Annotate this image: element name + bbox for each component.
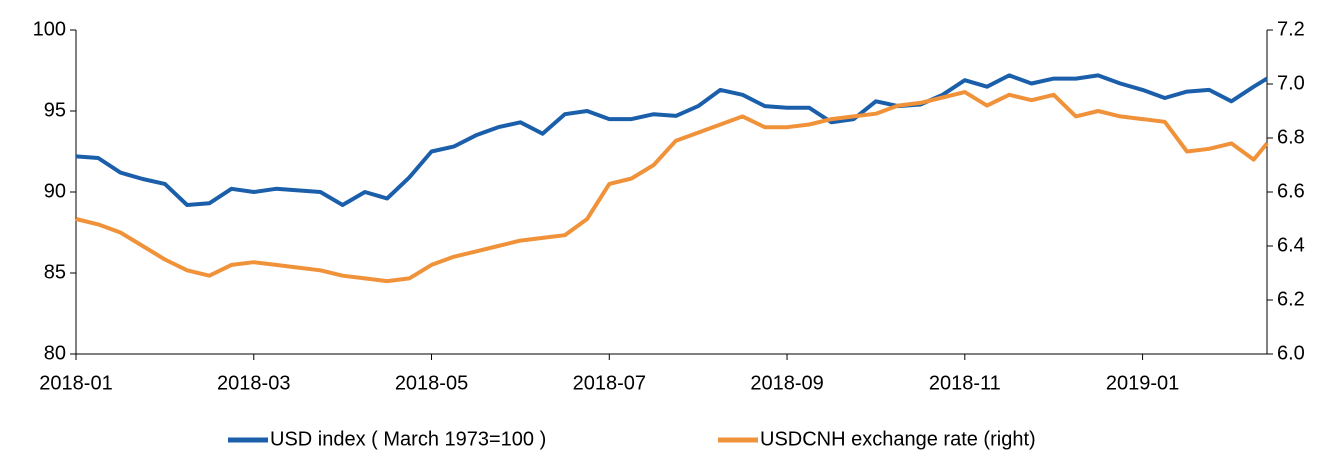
y-tick-label: 100 — [33, 18, 66, 40]
y2-tick-label: 7.2 — [1277, 18, 1305, 40]
legend-label: USDCNH exchange rate (right) — [760, 428, 1036, 450]
y2-tick-label: 6.0 — [1277, 342, 1305, 364]
y-tick-label: 95 — [44, 99, 66, 121]
x-tick-label: 2019-01 — [1106, 372, 1179, 394]
y2-tick-label: 6.4 — [1277, 234, 1305, 256]
x-tick-label: 2018-09 — [750, 372, 823, 394]
y-tick-label: 85 — [44, 261, 66, 283]
y-tick-label: 80 — [44, 342, 66, 364]
y2-tick-label: 6.8 — [1277, 126, 1305, 148]
x-tick-label: 2018-03 — [217, 372, 290, 394]
series-line — [75, 73, 1269, 207]
y2-tick-label: 6.6 — [1277, 180, 1305, 202]
x-tick-label: 2018-07 — [573, 372, 646, 394]
y-tick-label: 90 — [44, 180, 66, 202]
x-tick-label: 2018-01 — [39, 372, 112, 394]
legend-label: USD index ( March 1973=100 ) — [270, 428, 546, 450]
y2-tick-label: 7.0 — [1277, 72, 1305, 94]
x-tick-label: 2018-05 — [395, 372, 468, 394]
series-line — [75, 90, 1269, 284]
y2-tick-label: 6.2 — [1277, 288, 1305, 310]
x-tick-label: 2018-11 — [929, 372, 1001, 394]
